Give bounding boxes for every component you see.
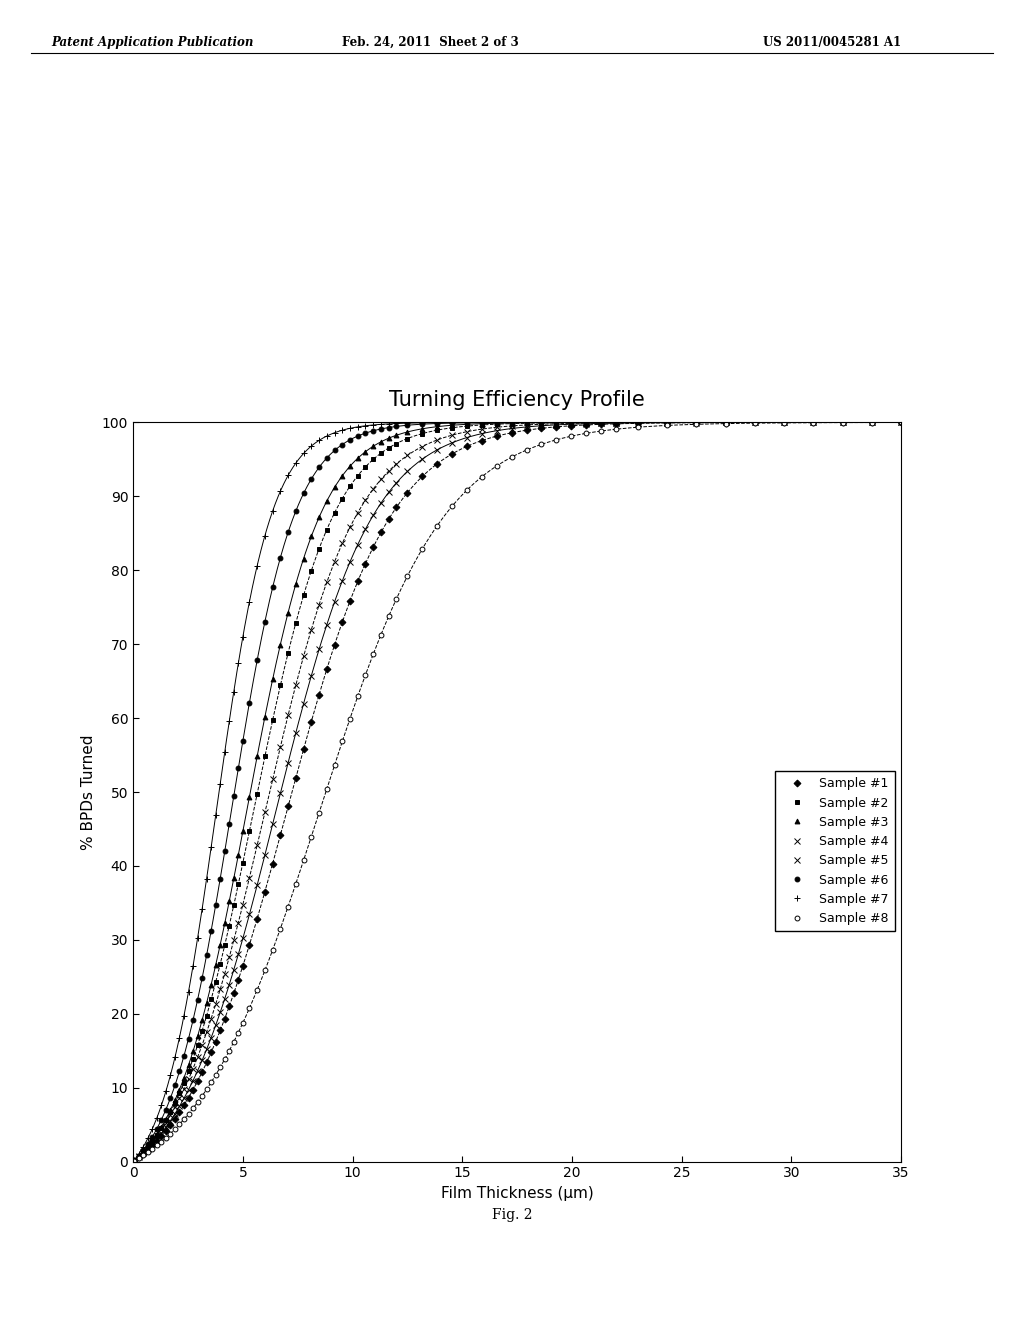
Sample #5 [210, 1018, 222, 1034]
Sample #4 [895, 414, 907, 430]
Sample #5 [201, 1041, 213, 1057]
Sample #2 [128, 1152, 140, 1168]
Sample #3 [609, 414, 622, 430]
Sample #1 [210, 1034, 222, 1049]
Sample #8 [128, 1154, 140, 1170]
Sample #3 [344, 458, 356, 474]
Sample #5 [609, 416, 622, 432]
Sample #5 [128, 1152, 140, 1168]
Sample #3 [201, 995, 213, 1011]
Sample #1 [128, 1152, 140, 1168]
Sample #4 [344, 519, 356, 535]
Line: Sample #8: Sample #8 [132, 420, 903, 1163]
Sample #6 [595, 414, 607, 430]
Sample #8 [895, 414, 907, 430]
Text: Patent Application Publication: Patent Application Publication [51, 36, 254, 49]
Sample #1 [201, 1055, 213, 1071]
Line: Sample #1: Sample #1 [132, 420, 903, 1163]
Sample #2 [895, 414, 907, 430]
Sample #3 [895, 414, 907, 430]
Sample #8 [201, 1081, 213, 1097]
Sample #3 [128, 1152, 140, 1168]
Sample #4 [609, 414, 622, 430]
Line: Sample #2: Sample #2 [132, 420, 903, 1163]
Line: Sample #4: Sample #4 [131, 420, 904, 1163]
Sample #5 [895, 414, 907, 430]
Sample #1 [595, 416, 607, 432]
Sample #7 [201, 871, 213, 887]
Line: Sample #3: Sample #3 [132, 420, 903, 1163]
Text: US 2011/0045281 A1: US 2011/0045281 A1 [763, 36, 901, 49]
Line: Sample #5: Sample #5 [131, 420, 904, 1163]
Sample #8 [595, 424, 607, 440]
Sample #2 [344, 478, 356, 494]
Sample #6 [210, 898, 222, 913]
X-axis label: Film Thickness (μm): Film Thickness (μm) [440, 1185, 594, 1201]
Sample #5 [223, 977, 236, 993]
Sample #4 [201, 1024, 213, 1040]
Sample #5 [595, 416, 607, 432]
Sample #7 [609, 414, 622, 430]
Sample #6 [344, 432, 356, 447]
Sample #6 [895, 414, 907, 430]
Sample #1 [609, 416, 622, 432]
Sample #3 [595, 414, 607, 430]
Y-axis label: % BPDs Turned: % BPDs Turned [81, 734, 96, 850]
Sample #7 [895, 414, 907, 430]
Sample #3 [223, 894, 236, 909]
Legend: Sample #1, Sample #2, Sample #3, Sample #4, Sample #5, Sample #6, Sample #7, Sam: Sample #1, Sample #2, Sample #3, Sample … [775, 771, 895, 932]
Sample #7 [595, 414, 607, 430]
Sample #6 [201, 948, 213, 964]
Title: Turning Efficiency Profile: Turning Efficiency Profile [389, 389, 645, 409]
Sample #7 [344, 420, 356, 436]
Line: Sample #6: Sample #6 [132, 420, 903, 1163]
Sample #5 [344, 554, 356, 570]
Sample #2 [201, 1007, 213, 1023]
Sample #7 [223, 713, 236, 729]
Sample #2 [609, 414, 622, 430]
Sample #1 [344, 593, 356, 609]
Sample #6 [223, 816, 236, 832]
Sample #6 [609, 414, 622, 430]
Sample #8 [344, 710, 356, 726]
Sample #4 [223, 949, 236, 965]
Line: Sample #7: Sample #7 [131, 420, 904, 1163]
Sample #2 [223, 917, 236, 933]
Sample #3 [210, 957, 222, 973]
Sample #4 [128, 1152, 140, 1168]
Sample #4 [210, 997, 222, 1012]
Sample #8 [223, 1043, 236, 1059]
Sample #2 [210, 974, 222, 990]
Sample #6 [128, 1152, 140, 1168]
Sample #8 [210, 1067, 222, 1082]
Text: Feb. 24, 2011  Sheet 2 of 3: Feb. 24, 2011 Sheet 2 of 3 [342, 36, 518, 49]
Sample #4 [595, 414, 607, 430]
Sample #2 [595, 414, 607, 430]
Sample #7 [210, 808, 222, 824]
Sample #1 [223, 998, 236, 1014]
Sample #7 [128, 1152, 140, 1168]
Text: Fig. 2: Fig. 2 [492, 1208, 532, 1222]
Sample #8 [609, 421, 622, 437]
Sample #1 [895, 414, 907, 430]
